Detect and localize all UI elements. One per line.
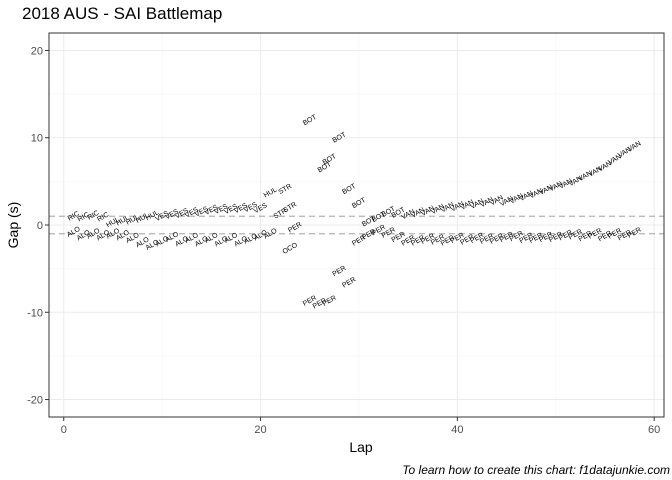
driver-label: PER — [322, 295, 338, 308]
driver-label: PER — [331, 265, 347, 278]
chart-caption: To learn how to create this chart: f1dat… — [402, 463, 670, 477]
x-tick-label: 0 — [61, 424, 67, 436]
y-tick-label: -20 — [27, 395, 43, 407]
driver-label: BOT — [341, 183, 358, 197]
x-tick-label: 40 — [451, 424, 463, 436]
driver-label: PER — [287, 221, 303, 234]
axis-ticks: 0 20 40 60 -20 -10 0 10 20 — [27, 45, 660, 436]
x-tick-label: 60 — [648, 424, 660, 436]
driver-label: BOT — [331, 131, 348, 145]
driver-label: BOT — [351, 196, 368, 210]
driver-labels: RICALORICALORICALORICALOHULALOHULALOHULA… — [66, 114, 643, 311]
y-tick-label: 20 — [31, 45, 43, 57]
y-axis-title: Gap (s) — [5, 202, 21, 249]
reference-lines — [49, 215, 664, 235]
driver-label: HUL — [263, 186, 279, 199]
driver-label: STR — [278, 183, 294, 196]
driver-label: OCO — [282, 242, 300, 256]
y-tick-label: -10 — [27, 307, 43, 319]
grid-lines — [49, 33, 664, 417]
x-tick-label: 20 — [254, 424, 266, 436]
driver-label: BOT — [302, 114, 319, 128]
chart-title: 2018 AUS - SAI Battlemap — [22, 4, 223, 23]
driver-label: ALO — [263, 227, 279, 240]
driver-label: PER — [627, 227, 643, 240]
driver-label: STR — [282, 201, 298, 214]
y-tick-label: 10 — [31, 133, 43, 145]
driver-label: VAN — [627, 140, 643, 153]
y-tick-label: 0 — [37, 220, 43, 232]
x-axis-title: Lap — [349, 439, 373, 455]
driver-label: PER — [341, 276, 357, 289]
